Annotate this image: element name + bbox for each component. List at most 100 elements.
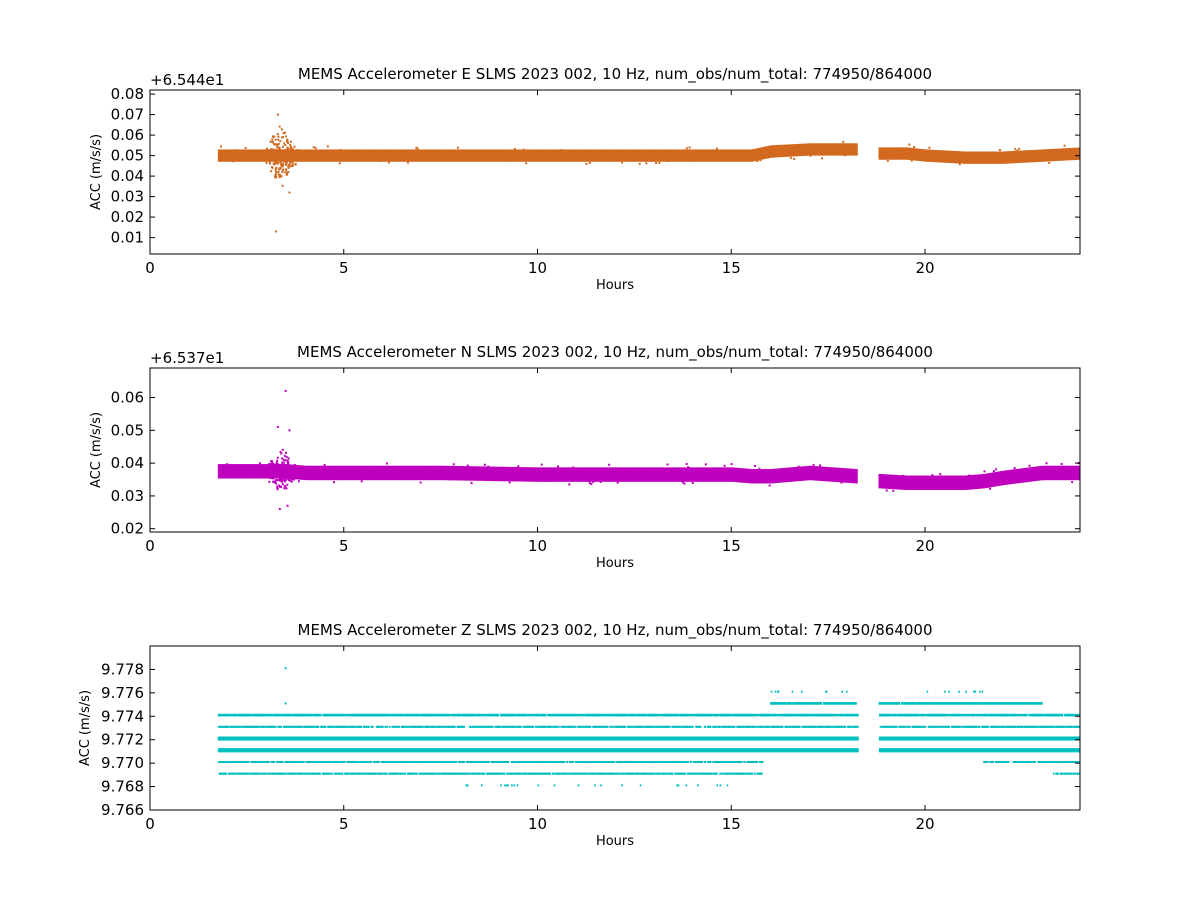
- data-point: [525, 162, 528, 165]
- series-band-segment: [516, 467, 519, 482]
- series-band-segment: [1000, 151, 1004, 164]
- data-point: [337, 713, 340, 717]
- series-band-segment: [839, 467, 843, 483]
- data-point: [256, 725, 259, 728]
- data-point: [917, 713, 920, 717]
- data-point: [284, 474, 287, 477]
- series-band-segment: [458, 466, 461, 481]
- data-point: [275, 471, 278, 474]
- series-band-segment: [727, 149, 730, 162]
- series-band-segment: [843, 468, 847, 483]
- series-band-segment: [992, 472, 996, 487]
- series-band-segment: [715, 467, 719, 482]
- series-band-segment: [770, 469, 773, 484]
- series-band-segment: [611, 149, 614, 162]
- series-band-segment: [963, 475, 967, 491]
- data-point: [286, 473, 289, 476]
- series-band-segment: [822, 143, 825, 156]
- x-tick-label: 10: [528, 537, 547, 555]
- y-tick-label: 0.05: [111, 147, 144, 165]
- data-point: [701, 157, 704, 160]
- data-point: [998, 483, 1001, 486]
- data-point: [339, 148, 342, 151]
- series-band-segment: [673, 149, 676, 162]
- data-point: [633, 713, 636, 717]
- series-band-segment: [1018, 150, 1021, 163]
- data-point: [241, 725, 244, 728]
- series-band-segment: [742, 149, 746, 162]
- data-point: [282, 465, 285, 468]
- data-point: [879, 725, 882, 728]
- data-point: [1018, 147, 1021, 150]
- data-point: [281, 151, 284, 154]
- series-band-segment: [928, 149, 932, 162]
- data-point: [774, 690, 777, 693]
- data-point: [297, 473, 300, 476]
- data-point: [778, 725, 781, 728]
- series-band-segment: [322, 149, 325, 162]
- data-point: [566, 477, 569, 480]
- series-band-segment: [312, 465, 316, 481]
- series-band-segment: [820, 143, 823, 156]
- series-band-segment: [380, 149, 384, 162]
- data-point: [455, 476, 458, 479]
- data-point: [469, 725, 472, 728]
- series-band-segment: [523, 467, 527, 482]
- data-point: [964, 713, 967, 717]
- series-band-segment: [677, 467, 680, 482]
- data-point: [278, 508, 281, 511]
- data-point: [290, 159, 293, 162]
- data-point: [483, 463, 486, 466]
- series-band-segment: [429, 465, 432, 481]
- series-band-segment: [771, 145, 775, 158]
- data-point: [323, 463, 326, 466]
- series-band-segment: [793, 144, 796, 157]
- data-point: [1078, 725, 1080, 728]
- data-point: [514, 725, 517, 728]
- series-band-segment: [361, 149, 364, 162]
- data-point: [691, 159, 694, 162]
- series-band-segment: [349, 465, 353, 481]
- data-point: [770, 690, 773, 693]
- data-point: [285, 467, 288, 470]
- data-point: [294, 163, 297, 166]
- data-point: [287, 457, 290, 460]
- series-band-segment: [560, 467, 564, 482]
- series-band-segment: [603, 149, 606, 162]
- data-point: [619, 471, 622, 474]
- data-point: [345, 725, 348, 728]
- series-band-segment: [549, 149, 552, 162]
- data-point: [454, 725, 456, 728]
- data-point: [611, 157, 614, 160]
- data-point: [462, 156, 465, 159]
- series-band-segment: [396, 465, 399, 481]
- series-band-segment: [409, 465, 413, 481]
- series-band-segment: [514, 149, 517, 162]
- series-band-segment: [973, 474, 976, 490]
- series-band-segment: [787, 467, 790, 482]
- series-band-segment: [504, 149, 508, 162]
- series-band-segment: [1064, 148, 1068, 161]
- series-band-segment: [359, 149, 362, 162]
- series-band-segment: [659, 467, 663, 482]
- data-point: [286, 459, 289, 462]
- data-point: [284, 480, 287, 483]
- series-band-segment: [477, 149, 480, 162]
- series-band-segment: [465, 466, 469, 481]
- data-point: [277, 470, 280, 473]
- series-band-segment: [595, 467, 599, 482]
- data-point: [290, 158, 293, 161]
- data-point: [843, 154, 846, 157]
- series-band-segment: [616, 467, 620, 482]
- data-point: [287, 479, 290, 482]
- data-point: [228, 725, 231, 728]
- data-point: [487, 465, 490, 468]
- data-point: [753, 465, 756, 468]
- data-point: [671, 725, 674, 728]
- series-band-segment: [665, 149, 668, 162]
- series-band-segment: [1031, 466, 1035, 482]
- series-band-segment: [502, 149, 506, 162]
- series-band-segment: [1029, 467, 1033, 482]
- data-point: [317, 725, 320, 728]
